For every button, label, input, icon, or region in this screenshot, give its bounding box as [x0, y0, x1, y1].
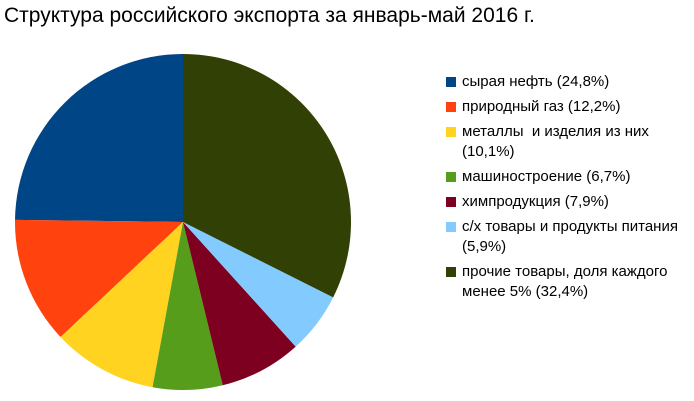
legend-label: машиностроение (6,7%)	[462, 168, 631, 185]
legend-swatch	[446, 77, 456, 87]
pie-slice	[183, 222, 334, 347]
pie-slice	[183, 54, 351, 298]
legend-label: химпродукция (7,9%)	[462, 193, 609, 210]
legend-item: природный газ (12,2%)	[446, 97, 690, 117]
legend-item: прочие товары, доля каждого менее 5% (32…	[446, 262, 690, 302]
pie-slice	[183, 222, 296, 386]
legend-swatch	[446, 267, 456, 277]
pie-slice	[60, 222, 183, 388]
legend-item: сырая нефть (24,8%)	[446, 72, 690, 92]
legend-swatch	[446, 222, 456, 232]
legend-item: машиностроение (6,7%)	[446, 167, 690, 187]
pie-slice	[152, 222, 223, 390]
legend-label: сырая нефть (24,8%)	[462, 73, 610, 90]
legend-swatch	[446, 102, 456, 112]
legend-swatch	[446, 172, 456, 182]
legend-label: металлы и изделия из них (10,1%)	[462, 123, 654, 160]
legend-item: металлы и изделия из них (10,1%)	[446, 122, 690, 162]
chart-title: Структура российского экспорта за январь…	[4, 4, 535, 27]
legend-label: с/х товары и продукты питания (5,9%)	[462, 218, 683, 255]
legend-swatch	[446, 127, 456, 137]
legend-item: с/х товары и продукты питания (5,9%)	[446, 217, 690, 257]
legend-label: прочие товары, доля каждого менее 5% (32…	[462, 263, 672, 300]
legend: сырая нефть (24,8%) природный газ (12,2%)…	[446, 72, 690, 307]
legend-label: природный газ (12,2%)	[462, 98, 621, 115]
legend-item: химпродукция (7,9%)	[446, 192, 690, 212]
legend-swatch	[446, 197, 456, 207]
pie-slice	[15, 219, 183, 338]
pie-slice	[15, 54, 184, 222]
